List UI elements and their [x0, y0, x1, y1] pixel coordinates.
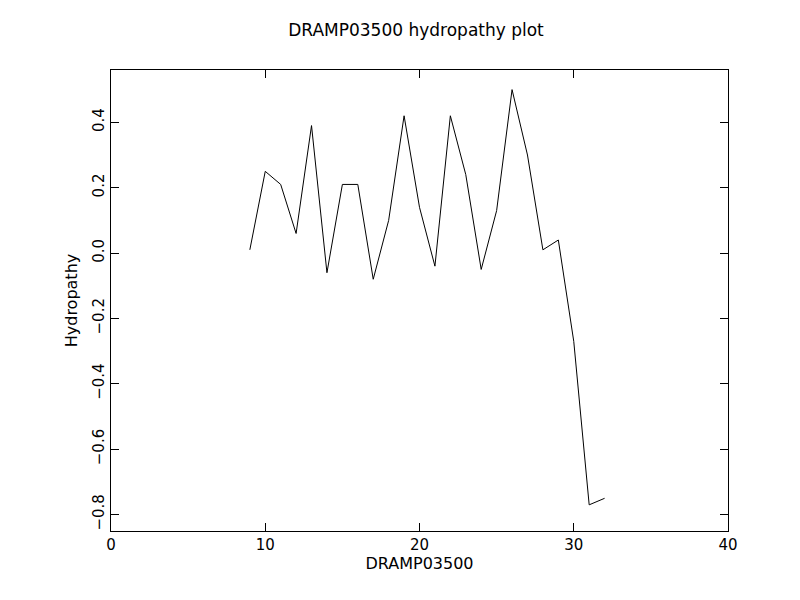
svg-text:40: 40: [718, 536, 737, 554]
svg-text:0.2: 0.2: [90, 174, 108, 198]
svg-text:0.0: 0.0: [90, 239, 108, 263]
svg-text:−0.8: −0.8: [90, 494, 108, 530]
svg-text:30: 30: [564, 536, 583, 554]
svg-text:−0.6: −0.6: [90, 429, 108, 465]
svg-text:DRAMP03500 hydropathy plot: DRAMP03500 hydropathy plot: [288, 20, 544, 40]
svg-text:0.4: 0.4: [90, 108, 108, 132]
svg-text:−0.4: −0.4: [90, 363, 108, 399]
svg-text:−0.2: −0.2: [90, 298, 108, 334]
svg-text:10: 10: [256, 536, 275, 554]
svg-text:20: 20: [410, 536, 429, 554]
svg-text:DRAMP03500: DRAMP03500: [365, 554, 473, 573]
svg-text:Hydropathy: Hydropathy: [62, 254, 81, 348]
svg-text:0: 0: [106, 536, 116, 554]
